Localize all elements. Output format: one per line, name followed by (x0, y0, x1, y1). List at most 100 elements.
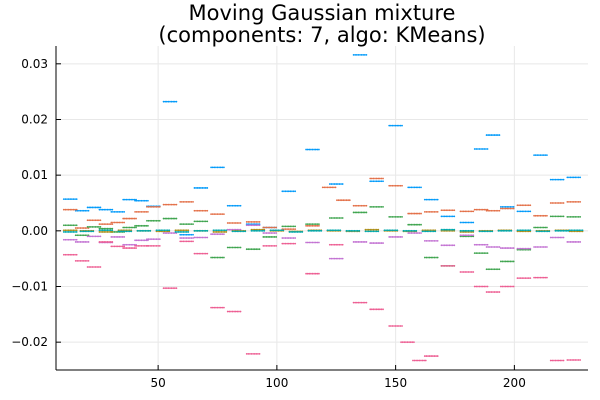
point-dot (104, 229, 107, 232)
point-dot (190, 240, 193, 243)
point-dot (176, 229, 178, 232)
point-dot (187, 233, 190, 236)
point-dot (328, 217, 331, 219)
point-dot (465, 210, 468, 213)
point-dot (141, 229, 144, 232)
point-dot (412, 186, 414, 189)
point-dot (142, 229, 145, 232)
point-dot (580, 229, 582, 232)
point-dot (475, 208, 478, 211)
point-dot (410, 186, 413, 189)
point-dot (99, 226, 102, 228)
point-dot (357, 241, 360, 243)
point-dot (199, 252, 202, 255)
point-dot (309, 229, 311, 232)
point-dot (345, 199, 348, 202)
point-dot (283, 225, 285, 228)
point-dot (518, 204, 520, 207)
point-dot (365, 241, 368, 243)
point-dot (182, 237, 185, 239)
point-dot (118, 236, 121, 238)
point-dot (564, 229, 566, 232)
point-dot (423, 198, 426, 201)
point-dot (116, 210, 119, 213)
point-dot (206, 187, 209, 189)
point-dot (568, 216, 570, 218)
point-dot (527, 210, 530, 213)
point-dot (506, 260, 509, 263)
point-dot (101, 231, 104, 233)
point-dot (420, 212, 422, 215)
point-dot (175, 100, 178, 103)
point-dot (429, 230, 432, 233)
point-dot (127, 243, 129, 246)
point-dot (488, 209, 491, 212)
point-dot (445, 264, 448, 267)
data-point (423, 210, 439, 213)
point-dot (317, 229, 319, 232)
point-dot (415, 232, 418, 234)
point-dot (66, 224, 68, 227)
data-point (369, 180, 384, 183)
point-dot (559, 229, 562, 232)
point-dot (526, 210, 528, 213)
point-dot (175, 217, 178, 220)
point-dot (442, 209, 444, 212)
point-dot (556, 215, 559, 218)
point-dot (493, 291, 496, 293)
point-dot (325, 186, 327, 189)
point-dot (553, 178, 555, 181)
data-point (110, 236, 126, 238)
point-dot (568, 229, 571, 232)
point-dot (218, 229, 221, 232)
point-dot (234, 222, 237, 224)
point-dot (81, 259, 84, 262)
data-point (533, 214, 548, 217)
point-dot (450, 209, 452, 212)
point-dot (228, 310, 231, 313)
point-dot (549, 236, 552, 239)
point-dot (480, 148, 483, 150)
point-dot (462, 271, 465, 273)
point-dot (527, 229, 530, 232)
point-dot (134, 224, 137, 227)
point-dot (352, 211, 355, 214)
data-point (499, 205, 515, 208)
point-dot (469, 271, 471, 273)
point-dot (143, 224, 146, 227)
point-dot (106, 208, 109, 211)
point-dot (111, 223, 114, 226)
point-dot (496, 291, 499, 293)
chart-title-line-2: (components: 7, algo: KMeans) (158, 23, 485, 47)
point-dot (169, 217, 171, 220)
point-dot (477, 148, 479, 150)
point-dot (338, 257, 341, 260)
point-dot (109, 227, 112, 230)
data-point (328, 257, 344, 260)
point-dot (473, 285, 476, 288)
point-dot (242, 230, 245, 233)
point-dot (526, 204, 528, 207)
point-dot (185, 200, 188, 203)
point-dot (446, 228, 449, 231)
point-dot (420, 232, 422, 234)
point-dot (120, 245, 122, 248)
point-dot (481, 252, 484, 254)
point-dot (388, 184, 391, 187)
point-dot (527, 277, 530, 280)
point-dot (399, 236, 402, 238)
point-dot (485, 268, 488, 271)
point-dot (488, 291, 491, 293)
data-point (62, 224, 78, 227)
point-dot (305, 224, 307, 227)
point-dot (217, 229, 220, 232)
point-dot (330, 257, 333, 260)
point-dot (512, 247, 515, 249)
point-dot (393, 216, 395, 218)
point-dot (574, 216, 577, 218)
point-dot (150, 238, 153, 241)
point-dot (91, 206, 94, 209)
point-dot (163, 229, 166, 232)
point-dot (123, 230, 126, 233)
point-dot (120, 230, 123, 233)
